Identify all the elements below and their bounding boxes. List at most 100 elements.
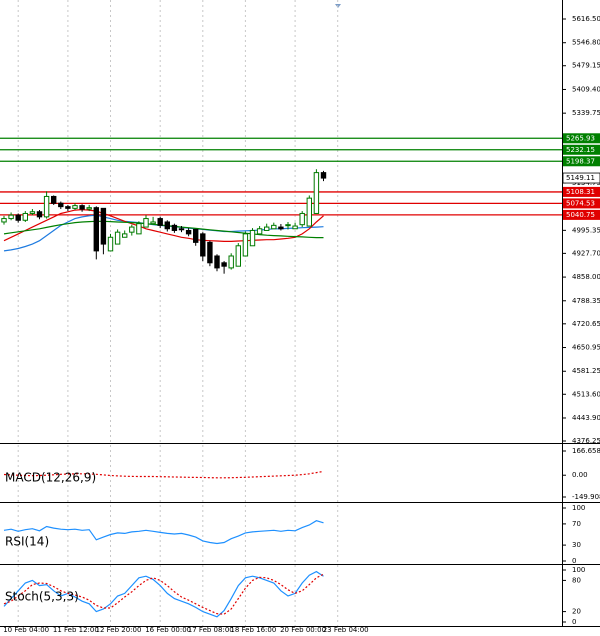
level-box xyxy=(563,198,600,209)
candle-body xyxy=(107,236,114,252)
price-box xyxy=(562,172,600,184)
candle-body xyxy=(164,221,171,230)
candle-body xyxy=(185,229,192,235)
candle-body xyxy=(122,233,128,238)
y-tick-label: 5546.80 xyxy=(572,39,600,47)
candle-body xyxy=(43,195,50,218)
candle-body xyxy=(29,211,36,214)
x-tick-label: 11 Feb 12:00 xyxy=(53,626,99,634)
level-box xyxy=(563,156,600,167)
x-tick-label: 20 Feb 00:00 xyxy=(280,626,326,634)
candle-body xyxy=(93,207,99,252)
level-label: 5232.15 xyxy=(566,146,595,154)
y-tick-label: -149.908 xyxy=(572,493,600,501)
candle-body xyxy=(278,226,284,230)
indicator-line xyxy=(3,220,324,239)
y-tick-label: 5616.50 xyxy=(572,15,600,23)
candle-body xyxy=(79,205,85,210)
candle-body xyxy=(306,197,313,227)
indicator-line xyxy=(3,520,324,545)
candle-body xyxy=(65,206,71,209)
candle-body xyxy=(228,255,234,269)
panel-title: Stoch(5,3,3) xyxy=(5,590,79,604)
candle-body xyxy=(72,205,78,209)
candle-body xyxy=(320,172,327,179)
candle-body xyxy=(15,214,21,221)
candle-body xyxy=(51,195,57,204)
candle-body xyxy=(256,228,263,235)
level-label: 5108.31 xyxy=(566,188,595,196)
candle-body xyxy=(8,214,14,220)
y-tick-label: 4650.95 xyxy=(572,344,600,352)
candle-body xyxy=(200,233,206,257)
candle-body xyxy=(129,226,135,233)
level-box xyxy=(563,133,600,144)
y-tick-label: 4858.00 xyxy=(572,273,600,281)
y-tick-label: 80 xyxy=(572,576,581,584)
panel-title: MACD(12,26,9) xyxy=(5,471,96,485)
candle-body xyxy=(150,221,156,225)
y-tick-label: 0 xyxy=(572,618,576,626)
level-label: 5265.93 xyxy=(566,134,595,142)
candle-body xyxy=(100,207,107,245)
y-tick-label: 5409.40 xyxy=(572,85,600,93)
candle-body xyxy=(86,207,92,210)
candle-body xyxy=(114,231,121,245)
x-tick-label: 10 Feb 04:00 xyxy=(3,626,49,634)
level-label: 5040.75 xyxy=(566,211,595,219)
candle-body xyxy=(36,211,43,218)
candle-body xyxy=(157,218,163,226)
candle-body xyxy=(1,218,7,223)
x-tick-label: 23 Feb 04:00 xyxy=(323,626,369,634)
candle-body xyxy=(22,212,29,221)
candle-body xyxy=(171,224,178,231)
y-tick-label: 4376.25 xyxy=(572,437,600,445)
panel-title: RSI(14) xyxy=(5,535,49,549)
candle-body xyxy=(143,218,149,228)
level-label: 5074.53 xyxy=(566,199,595,207)
x-tick-label: 18 Feb 16:00 xyxy=(230,626,276,634)
y-tick-label: 0.00 xyxy=(572,471,588,479)
candle-body xyxy=(136,223,142,235)
y-tick-label: 30 xyxy=(572,541,581,549)
indicator-line xyxy=(3,573,324,615)
x-tick-label: 12 Feb 20:00 xyxy=(96,626,142,634)
indicator-line xyxy=(3,570,324,618)
candle-body xyxy=(285,224,291,227)
y-tick-label: 100 xyxy=(572,504,585,512)
y-tick-label: 4995.35 xyxy=(572,226,600,234)
indicator-line xyxy=(3,209,324,242)
level-box xyxy=(563,144,600,155)
y-tick-label: 166.658 xyxy=(572,447,600,455)
level-box xyxy=(563,209,600,220)
x-tick-label: 16 Feb 00:00 xyxy=(145,626,191,634)
candle-body xyxy=(249,229,256,247)
candle-body xyxy=(193,228,199,243)
y-tick-label: 4927.70 xyxy=(572,249,600,257)
level-label: 5198.37 xyxy=(566,157,595,165)
y-tick-label: 0 xyxy=(572,557,576,565)
candle-body xyxy=(292,225,298,230)
candle-body xyxy=(58,202,64,208)
candle-body xyxy=(178,228,185,231)
candle-body xyxy=(235,245,242,267)
y-tick-label: 4443.90 xyxy=(572,414,600,422)
y-tick-label: 4720.65 xyxy=(572,320,600,328)
candle-body xyxy=(214,255,220,269)
y-tick-label: 5479.15 xyxy=(572,62,600,70)
x-tick-label: 17 Feb 08:00 xyxy=(188,626,234,634)
indicator-line xyxy=(3,470,324,479)
level-box xyxy=(563,186,600,197)
y-tick-label: 4788.35 xyxy=(572,297,600,305)
candle-body xyxy=(242,233,249,257)
candle-body xyxy=(207,241,213,264)
price-label: 5149.11 xyxy=(566,174,595,182)
candle-body xyxy=(313,172,320,214)
y-tick-label: 100 xyxy=(572,566,585,574)
y-tick-label: 70 xyxy=(572,520,581,528)
candle-body xyxy=(271,224,277,230)
